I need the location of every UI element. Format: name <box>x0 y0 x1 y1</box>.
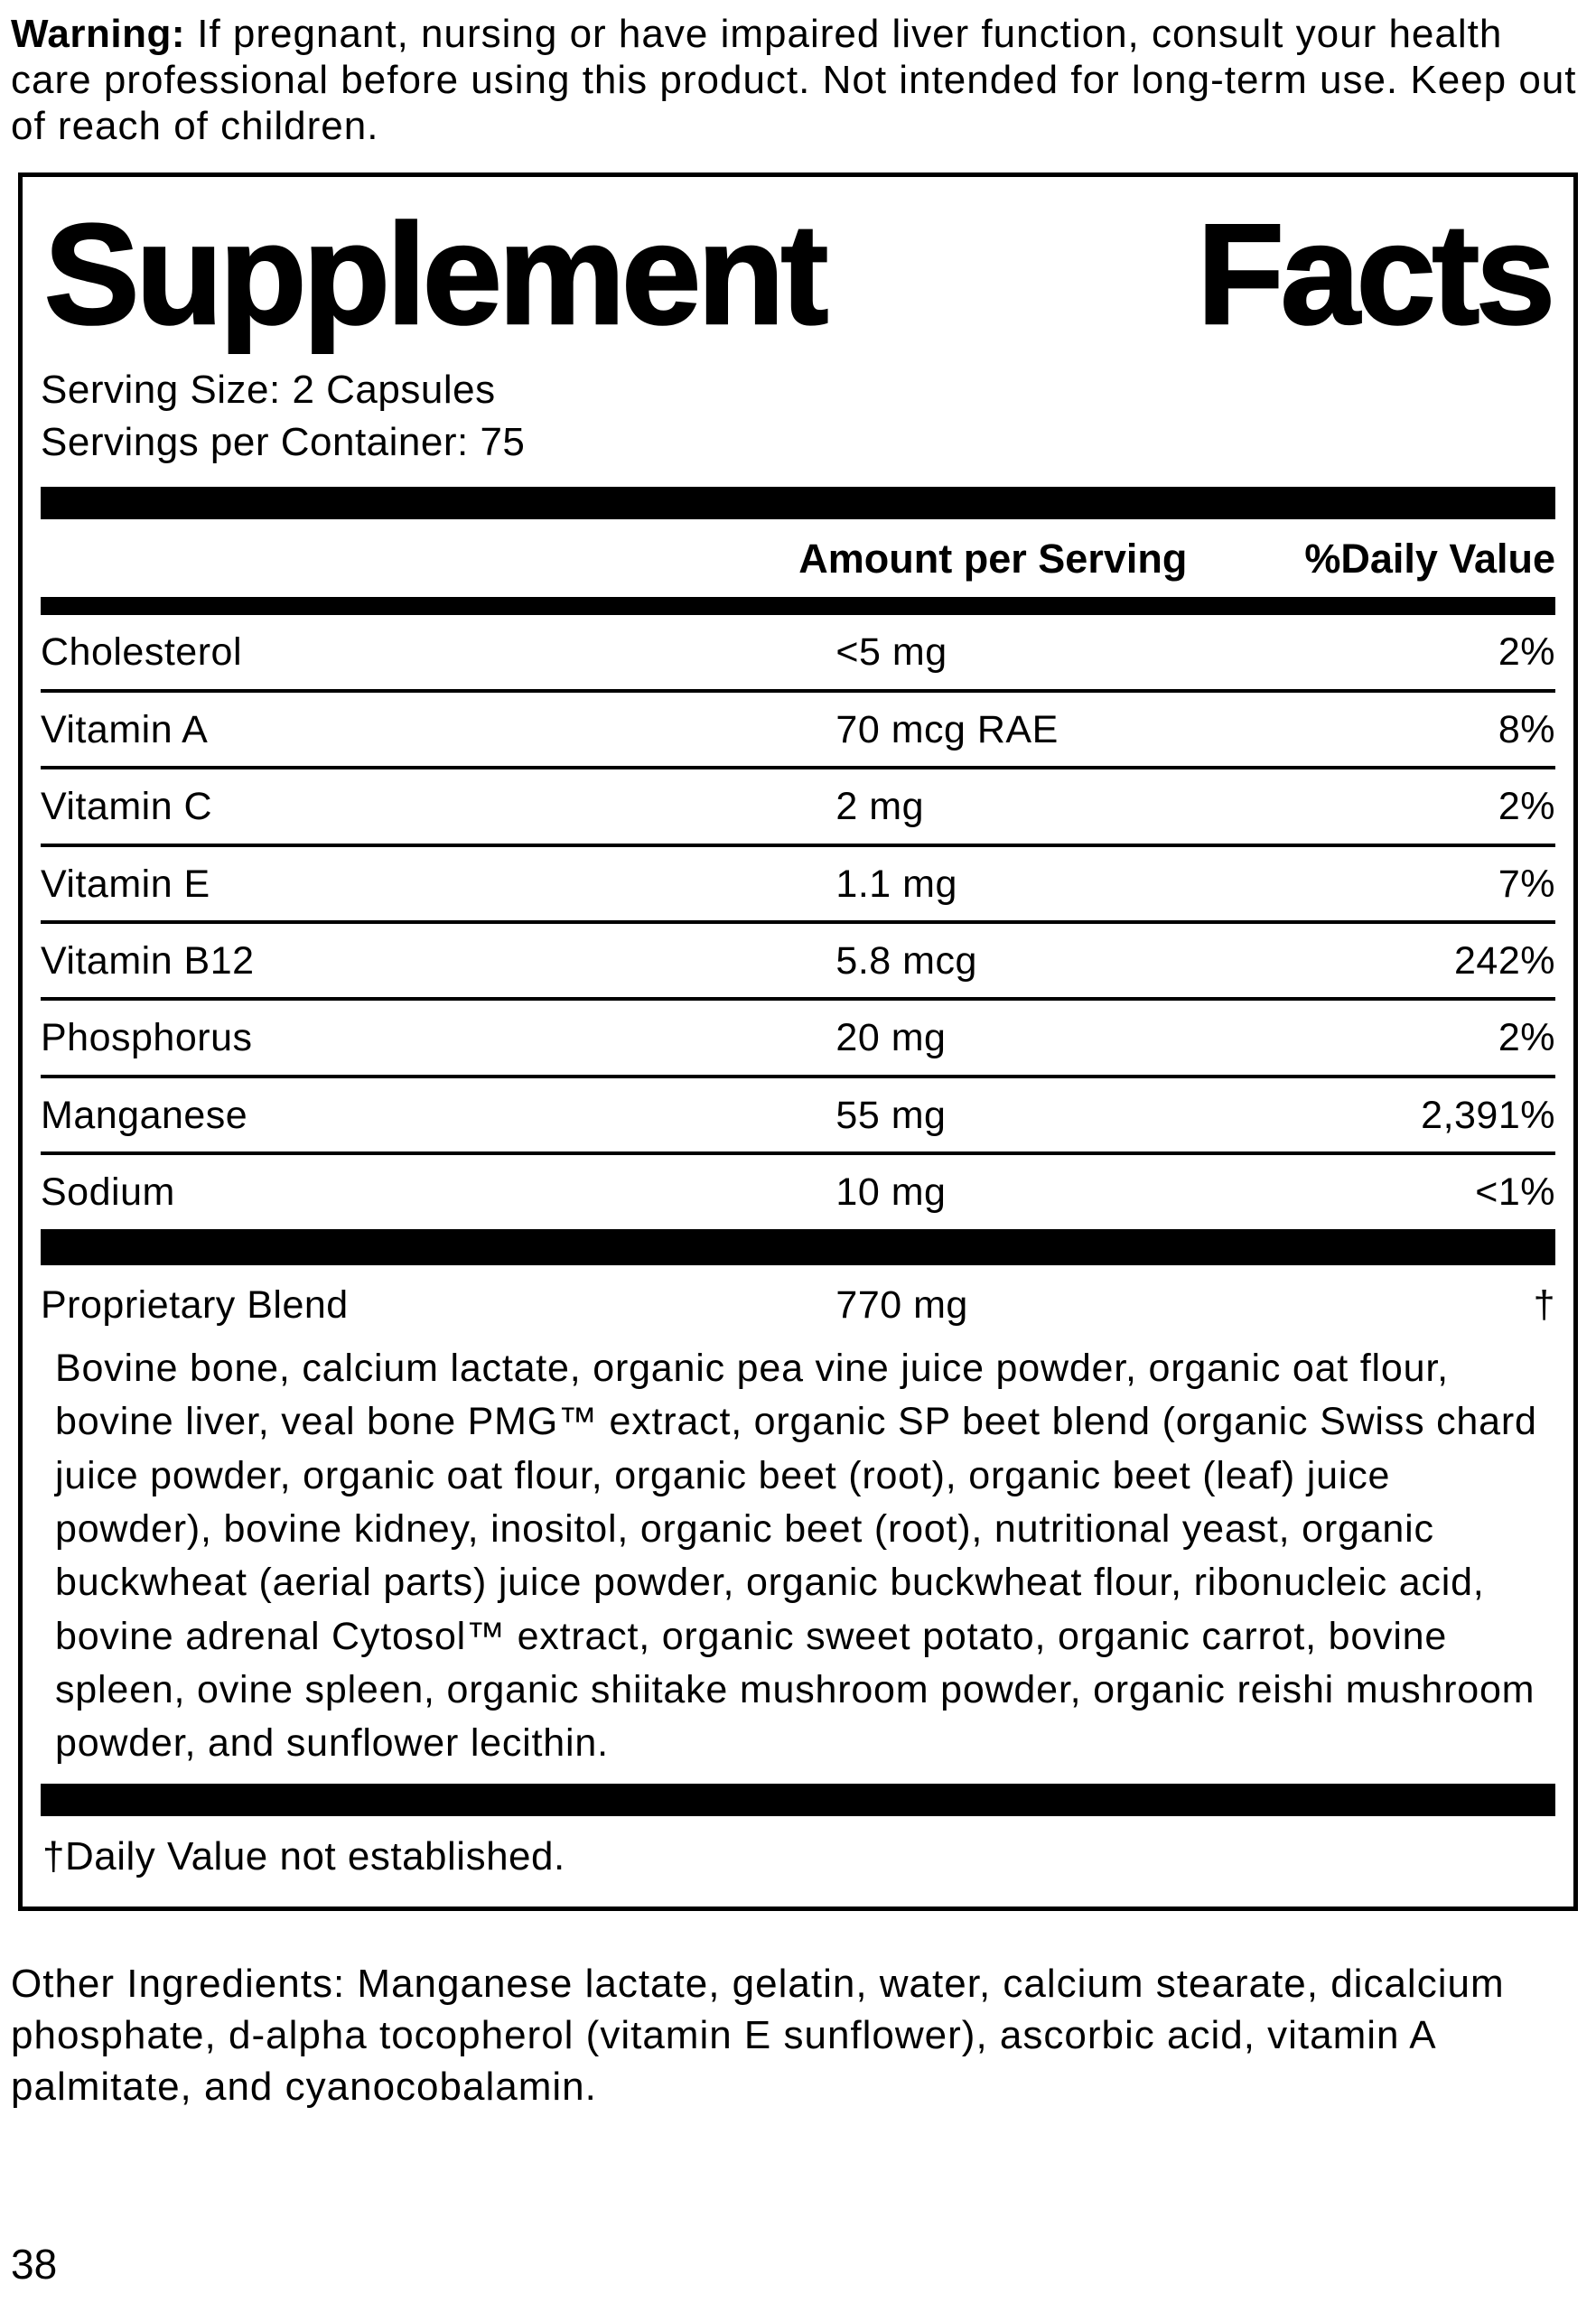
proprietary-blend-name: Proprietary Blend <box>41 1282 349 1327</box>
table-row-manganese: Manganese 55 mg 2,391% <box>41 1078 1555 1156</box>
proprietary-blend-dagger: † <box>1533 1282 1555 1327</box>
blend-description: Bovine bone, calcium lactate, organic pe… <box>55 1347 1537 1766</box>
nutrient-amount: 70 mcg RAE <box>835 707 1059 751</box>
column-header-daily-value: %Daily Value <box>1304 536 1555 583</box>
nutrient-daily-value: <1% <box>1475 1170 1555 1215</box>
nutrient-amount: 1.1 mg <box>835 862 957 906</box>
supplement-facts-title: Supplement Facts <box>44 195 1552 355</box>
proprietary-blend-row: Proprietary Blend 770 mg † <box>41 1265 1555 1337</box>
nutrient-daily-value: 8% <box>1498 707 1555 751</box>
supplement-facts-panel: Supplement Facts Serving Size: 2 Capsule… <box>18 172 1578 1911</box>
table-row-cholesterol: Cholesterol <5 mg 2% <box>41 615 1555 693</box>
serving-size: Serving Size: 2 Capsules <box>41 368 496 413</box>
nutrient-daily-value: 242% <box>1454 938 1555 983</box>
nutrient-amount: 20 mg <box>835 1016 947 1060</box>
divider-bar-thick-blend <box>41 1232 1555 1265</box>
nutrient-daily-value: 7% <box>1498 862 1555 906</box>
nutrient-name: Vitamin C <box>41 785 213 829</box>
table-row-sodium: Sodium 10 mg <1% <box>41 1155 1555 1233</box>
nutrient-name: Manganese <box>41 1093 248 1137</box>
column-header-amount: Amount per Serving <box>798 536 1188 583</box>
table-row-vitamin-b12: Vitamin B12 5.8 mcg 242% <box>41 924 1555 1002</box>
table-row-phosphorus: Phosphorus 20 mg 2% <box>41 1001 1555 1078</box>
nutrient-daily-value: 2% <box>1498 1016 1555 1060</box>
warning-paragraph: Warning: If pregnant, nursing or have im… <box>11 11 1583 149</box>
nutrient-name: Phosphorus <box>41 1016 253 1060</box>
nutrient-amount: 10 mg <box>835 1170 947 1215</box>
table-row-vitamin-e: Vitamin E 1.1 mg 7% <box>41 847 1555 924</box>
nutrient-name: Vitamin E <box>41 862 210 906</box>
other-ingredients: Other Ingredients: Manganese lactate, ge… <box>11 1961 1505 2110</box>
nutrient-daily-value: 2,391% <box>1421 1093 1555 1137</box>
warning-label: Warning: <box>11 12 185 56</box>
nutrient-amount: <5 mg <box>835 630 947 675</box>
page-number: 38 <box>11 2241 58 2288</box>
nutrient-amount: 5.8 mcg <box>835 938 977 983</box>
nutrient-amount: 55 mg <box>835 1093 947 1137</box>
servings-per-container: Servings per Container: 75 <box>41 420 526 465</box>
table-row-vitamin-a: Vitamin A 70 mcg RAE 8% <box>41 693 1555 770</box>
divider-bar-thick-top <box>41 487 1555 520</box>
table-header-row: Amount per Serving %Daily Value <box>41 519 1555 597</box>
divider-bar-medium <box>41 597 1555 616</box>
nutrient-daily-value: 2% <box>1498 785 1555 829</box>
nutrient-name: Sodium <box>41 1170 175 1215</box>
nutrient-daily-value: 2% <box>1498 630 1555 675</box>
daily-value-footnote: †Daily Value not established. <box>42 1833 565 1878</box>
nutrient-name: Cholesterol <box>41 630 242 675</box>
nutrient-name: Vitamin A <box>41 707 209 751</box>
nutrient-amount: 2 mg <box>835 785 925 829</box>
table-row-vitamin-c: Vitamin C 2 mg 2% <box>41 769 1555 847</box>
divider-bar-thick-bottom <box>41 1783 1555 1816</box>
warning-text: If pregnant, nursing or have impaired li… <box>11 12 1577 149</box>
proprietary-blend-amount: 770 mg <box>835 1282 968 1327</box>
nutrient-table: Cholesterol <5 mg 2% Vitamin A 70 mcg RA… <box>41 615 1555 1233</box>
nutrient-name: Vitamin B12 <box>41 938 255 983</box>
